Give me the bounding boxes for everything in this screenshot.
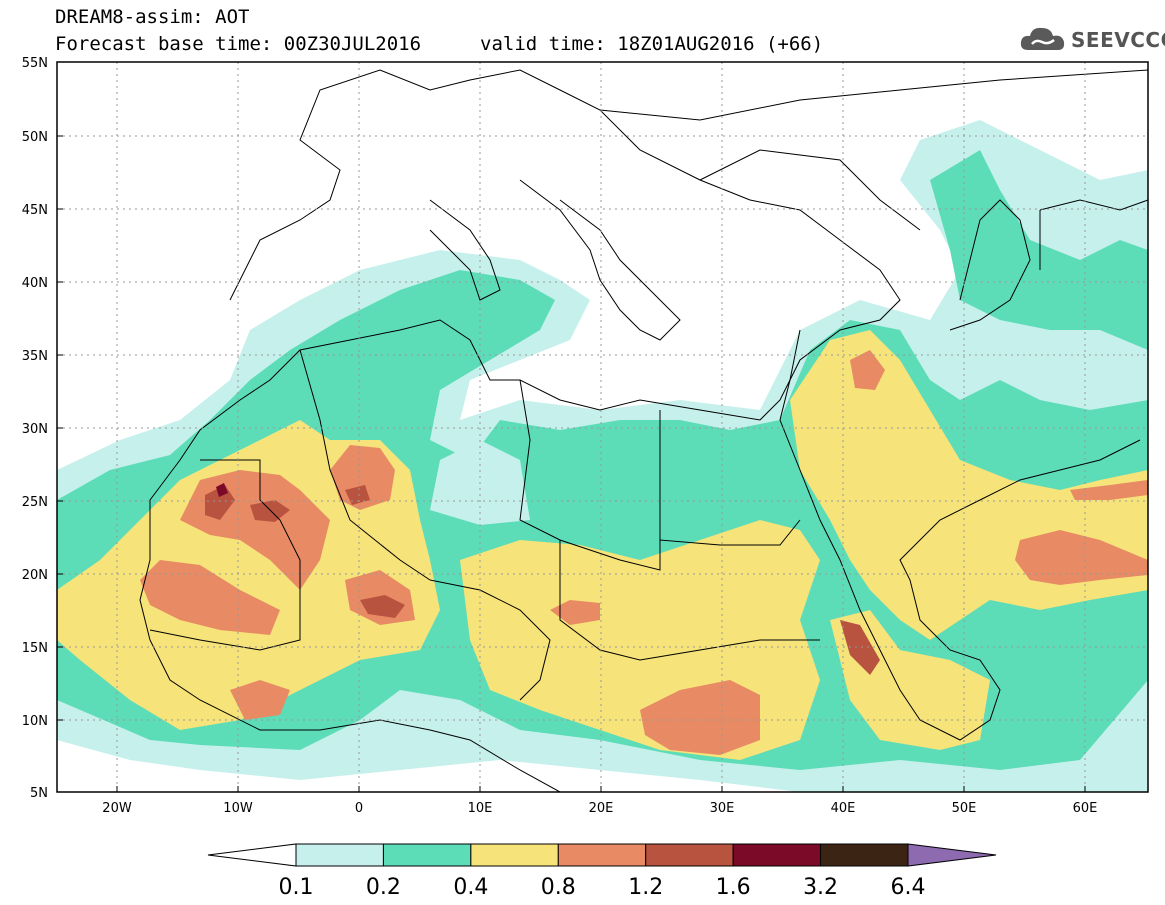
logo-text: SEEVCCC [1071, 28, 1165, 52]
colorbar-label: 6.4 [891, 875, 926, 900]
cloud-icon [1020, 27, 1065, 50]
colorbar-label: 0.4 [453, 875, 488, 900]
aot-band-0.8-b [330, 445, 395, 510]
aot-band-1.2-b [250, 500, 290, 522]
lon-label: 20E [589, 801, 614, 816]
colorbar-label: 3.2 [803, 875, 838, 900]
colorbar-swatch [820, 843, 909, 867]
colorbar-swatch [645, 843, 734, 867]
lon-label: 0 [355, 801, 363, 816]
lon-label: 50E [952, 801, 977, 816]
aot-band-0.8-j [1070, 480, 1148, 500]
aot-band-0.8-i [550, 600, 600, 625]
colorbar-label: 0.2 [366, 875, 401, 900]
aot-band-0.8-g [850, 350, 885, 390]
aot-band-0.8-e [640, 680, 760, 755]
aot-band-1.2-c [360, 595, 405, 618]
lat-label: 20N [22, 568, 48, 583]
aot-band-1.2-d [840, 620, 880, 675]
lat-label: 15N [22, 641, 48, 656]
colorbar-swatch [470, 843, 559, 867]
lon-label: 40E [831, 801, 856, 816]
colorbar-swatch [732, 843, 822, 867]
lon-label: 60E [1073, 801, 1098, 816]
lat-label: 10N [22, 714, 48, 729]
colorbar-swatch [382, 843, 472, 867]
colorbar-label: 1.6 [716, 875, 751, 900]
lat-label: 45N [22, 203, 48, 218]
colorbar-swatch [295, 843, 384, 867]
aot-band-0.8-h [1015, 530, 1148, 585]
colorbar: 0.1 0.2 0.4 0.8 1.2 1.6 3.2 6.4 [207, 843, 997, 900]
colorbar-label: 1.2 [628, 875, 663, 900]
lat-label: 55N [22, 56, 48, 71]
axis-ticks [57, 61, 1086, 793]
aot-band-1.2-e [345, 485, 370, 505]
lat-label: 25N [22, 495, 48, 510]
aot-band-0.2-caspian [930, 150, 1148, 350]
coastlines [139, 69, 1148, 792]
lat-label: 40N [22, 276, 48, 291]
lat-label: 35N [22, 349, 48, 364]
graticule [57, 62, 1148, 792]
lat-labels: 55N 50N 45N 40N 35N 30N 25N 20N 15N 10N … [22, 56, 48, 801]
lon-label: 20W [102, 801, 132, 816]
lat-label: 30N [22, 422, 48, 437]
valid-time: valid time: 18Z01AUG2016 (+66) [480, 33, 824, 55]
seevccc-logo: SEEVCCC [1018, 22, 1165, 58]
aot-band-1.2-a [205, 485, 235, 520]
forecast-base-time: Forecast base time: 00Z30JUL2016 [55, 33, 422, 55]
colorbar-under-triangle [207, 843, 297, 867]
lat-label: 50N [22, 130, 48, 145]
lat-label: 5N [30, 786, 48, 801]
aot-band-1.6 [216, 483, 228, 497]
aot-band-0.8-f [230, 680, 290, 720]
map-frame [56, 61, 1149, 793]
map-title: DREAM8-assim: AOT [55, 6, 250, 28]
colorbar-over-triangle [907, 843, 997, 867]
colorbar-label: 0.8 [541, 875, 576, 900]
lon-label: 10W [223, 801, 253, 816]
colorbar-swatch [557, 843, 647, 867]
colorbar-label: 0.1 [279, 875, 314, 900]
lon-label: 30E [710, 801, 735, 816]
aot-band-0.8-c [140, 560, 280, 635]
lon-label: 10E [468, 801, 493, 816]
lon-labels: 20W 10W 0 10E 20E 30E 40E 50E 60E [102, 801, 1097, 816]
aot-field [57, 120, 1148, 792]
